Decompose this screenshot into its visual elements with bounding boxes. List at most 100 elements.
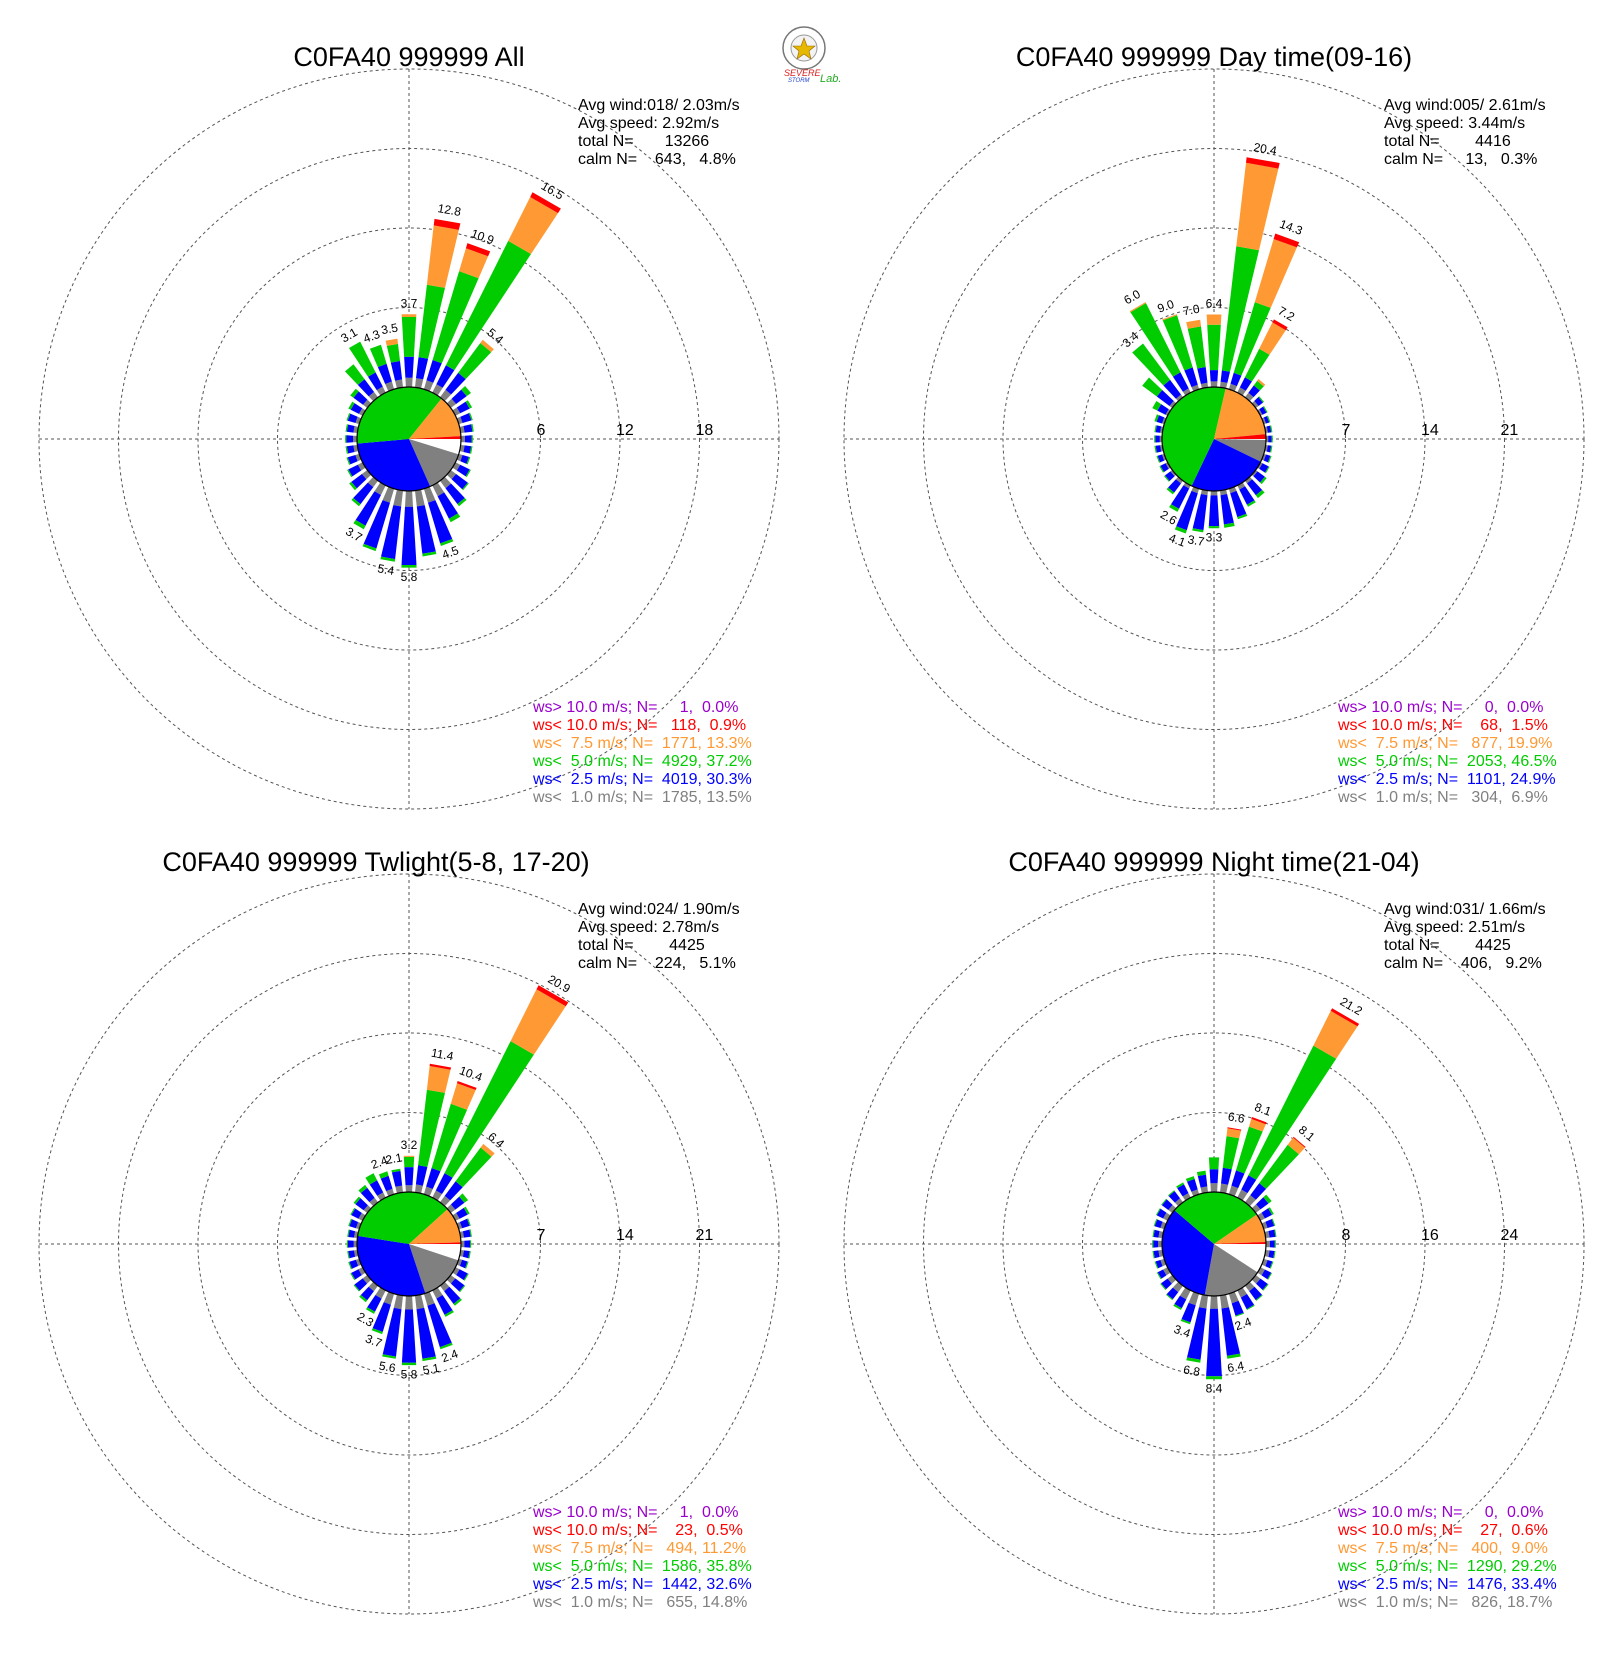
wind-bar-segment: [440, 389, 452, 402]
wind-bar-segment: [393, 1294, 403, 1310]
wind-bar-segment: [1152, 1229, 1155, 1237]
wind-bar-segment: [1313, 1010, 1358, 1059]
wind-bar-segment: [444, 1310, 454, 1317]
wind-bar-segment: [1273, 233, 1300, 248]
wind-bar-segment: [1236, 1126, 1263, 1174]
wind-bar-segment: [348, 1229, 356, 1238]
wind-bar-segment: [1268, 1207, 1274, 1215]
wind-bar-segment: [1246, 157, 1280, 169]
bar-value-label: 10.4: [458, 1063, 485, 1084]
wind-bar-segment: [1254, 239, 1297, 308]
wind-bar-segment: [405, 1295, 413, 1310]
wind-bar-segment: [1261, 1269, 1272, 1280]
wind-bar-segment: [450, 1278, 465, 1292]
wind-bar-segment: [358, 408, 366, 416]
wind-bar-segment: [348, 1250, 356, 1259]
wind-bar-segment: [1206, 1376, 1222, 1380]
wind-bar-segment: [1206, 1308, 1222, 1377]
wind-bar-segment: [355, 1258, 362, 1266]
pie-slice: [1214, 1242, 1267, 1244]
bar-value-label: 2.4: [1233, 1314, 1254, 1333]
wind-bar-segment: [444, 1181, 463, 1201]
wind-bar-segment: [1223, 522, 1235, 528]
wind-bar-segment: [480, 339, 494, 353]
wind-bar-segment: [368, 372, 383, 391]
wind-bar-segment: [1163, 379, 1181, 399]
wind-bar-segment: [1158, 1240, 1163, 1248]
wind-bar-segment: [345, 446, 349, 454]
wind-bar-segment: [371, 1328, 383, 1335]
wind-bar-segment: [457, 1081, 477, 1090]
wind-bar-segment: [1155, 445, 1162, 453]
wind-bar-segment: [382, 1354, 396, 1359]
wind-bar-segment: [439, 1342, 453, 1350]
bar-value-label: 3.3: [1206, 531, 1223, 545]
wind-bar-segment: [1257, 1212, 1265, 1221]
wind-bar-segment: [1175, 476, 1183, 484]
wind-bar-segment: [348, 1240, 354, 1248]
wind-bar-segment: [1166, 1294, 1173, 1301]
wind-bar-segment: [1259, 1144, 1299, 1189]
wind-bar-segment: [1259, 463, 1269, 473]
pie-slice: [356, 1235, 426, 1297]
wind-bar-segment: [1265, 466, 1270, 474]
wind-bar-segment: [346, 424, 355, 433]
wind-bar-segment: [1220, 370, 1230, 383]
pie-slice: [356, 387, 442, 444]
wind-bar-segment: [437, 492, 458, 519]
wind-bar-segment: [349, 1219, 359, 1229]
wind-bar-segment: [1237, 1189, 1248, 1201]
wind-bar-segment: [1265, 1219, 1275, 1228]
wind-bar-segment: [401, 506, 417, 565]
wind-bar-segment: [353, 482, 374, 505]
wind-bar-segment: [1132, 343, 1171, 386]
wind-bar-segment: [456, 1258, 463, 1266]
wind-bar-segment: [391, 1170, 403, 1187]
pie-slice: [1214, 439, 1267, 440]
bar-value-label: 3.4: [1172, 1322, 1193, 1341]
wind-bar-segment: [1153, 1229, 1160, 1238]
wind-bar-segment: [1165, 462, 1171, 469]
bar-value-label: 9.0: [1155, 297, 1176, 316]
wind-bar-segment: [416, 357, 429, 380]
wind-bar-segment: [510, 989, 566, 1055]
grid-ring: [277, 1112, 541, 1376]
wind-bar-segment: [418, 284, 445, 359]
wind-bar-segment: [1261, 417, 1266, 425]
wind-bar-segment: [1154, 414, 1159, 422]
wind-bar-segment: [1181, 1302, 1196, 1323]
bar-value-label: 5.8: [401, 570, 418, 584]
wind-bar-segment: [455, 1147, 492, 1188]
wind-bar-segment: [1274, 1229, 1277, 1237]
wind-bar-segment: [358, 1212, 366, 1221]
bar-value-label: 7.0: [1182, 302, 1201, 319]
bar-value-label: 3.4: [1120, 329, 1142, 351]
wind-bar-segment: [1207, 324, 1221, 371]
bar-value-label: 6.6: [1227, 1109, 1246, 1126]
wind-bar-segment: [453, 1298, 462, 1306]
wind-bar-segment: [463, 1273, 469, 1281]
wind-bar-segment: [508, 197, 558, 254]
stats-line: calm N= 643, 4.8%: [578, 151, 736, 168]
wind-bar-segment: [459, 1218, 470, 1229]
wind-bar-segment: [1240, 1294, 1255, 1310]
wind-bar-segment: [349, 481, 357, 491]
wind-bar-segment: [1247, 479, 1263, 496]
pie-outline: [1161, 1191, 1267, 1297]
wind-bar-segment: [426, 1066, 451, 1093]
bar-value-label: 5.8: [401, 1367, 418, 1381]
bar-value-label: 5.4: [377, 561, 396, 578]
bar-value-label: 14.3: [1278, 217, 1305, 238]
wind-bar-segment: [1174, 1295, 1187, 1309]
wind-bar-segment: [1156, 1208, 1167, 1219]
wind-bar-segment: [347, 1229, 350, 1237]
wind-bar-segment: [423, 486, 436, 503]
wind-bar-segment: [428, 500, 453, 544]
wind-bar-segment: [1270, 425, 1273, 433]
wind-bar-segment: [1245, 1195, 1256, 1207]
wind-bar-segment: [1265, 1260, 1273, 1269]
logo-lab-text: Lab.: [820, 73, 841, 85]
wind-bar-segment: [1152, 1240, 1154, 1248]
wind-bar-segment: [1152, 1251, 1155, 1259]
wind-bar-segment: [1262, 1283, 1269, 1291]
